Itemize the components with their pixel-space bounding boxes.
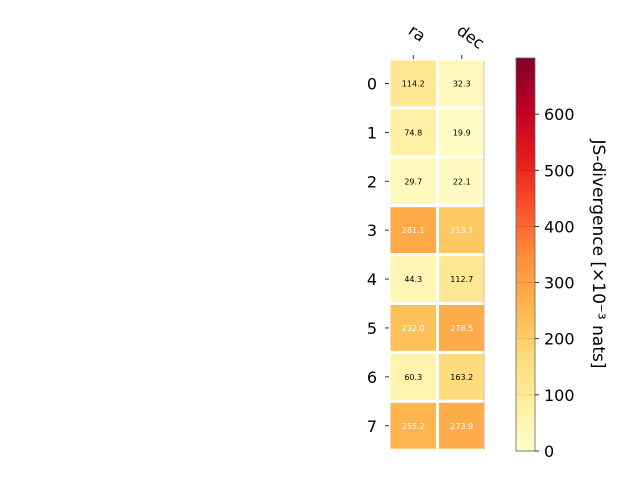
heatmap-cell [436,106,488,159]
cell-value-label: 44.3 [404,275,422,284]
column-tick-label: ra [405,21,429,46]
colorbar-gradient [515,57,536,452]
colorbar-tick-label: 600 [544,105,575,124]
cell-value-label: 281.1 [402,226,425,235]
cell-value-label: 60.3 [404,373,422,382]
row-tick-label: 7 [367,417,377,436]
heatmap-cell [436,399,488,452]
colorbar-tick-label: 200 [544,330,575,349]
cell-value-label: 112.7 [450,275,473,284]
row-tick-label: 6 [367,368,377,387]
row-tick-label: 2 [367,172,377,191]
cell-value-label: 273.9 [450,422,473,431]
column-labels: ra dec [405,21,488,59]
row-labels: 0 1 2 3 4 5 6 7 [367,74,389,436]
row-tick-label: 5 [367,319,377,338]
column-tick-label: dec [453,21,487,53]
colorbar-tick-label: 0 [544,442,554,461]
colorbar-tick-label: 300 [544,274,575,293]
cell-value-label: 22.1 [453,177,471,186]
colorbar-tick-label: 500 [544,161,575,180]
heatmap-cell [436,204,488,257]
colorbar-tick-label: 400 [544,217,575,236]
colorbar-ticks: 0 100 200 300 400 500 600 [516,105,575,461]
cell-value-label: 32.3 [453,79,471,88]
row-tick-label: 1 [367,123,377,142]
row-tick-label: 0 [367,74,377,93]
cell-value-label: 29.7 [404,177,422,186]
colorbar: 0 100 200 300 400 500 600 JS-divergence [×10⁻³… [515,57,608,461]
colorbar-tick-label: 100 [544,386,575,405]
cell-value-label: 255.2 [402,422,425,431]
cell-value-label: 163.2 [450,373,473,382]
cell-value-label: 213.7 [450,226,473,235]
cell-value-label: 232.0 [402,324,425,333]
cell-value-label: 114.2 [402,79,425,88]
cell-value-label: 74.8 [404,128,422,137]
heatmap-grid: 114.2 32.3 74.8 19.9 29.7 22.1 281.1 213.7 44.3 1… [387,57,488,452]
heatmap-cell [436,155,488,208]
row-tick-label: 3 [367,221,377,240]
colorbar-label: JS-divergence [×10⁻³ nats] [588,139,608,369]
cell-value-label: 19.9 [453,128,471,137]
row-tick-label: 4 [367,270,377,289]
cell-value-label: 278.5 [450,324,473,333]
heatmap-cell [436,253,488,306]
